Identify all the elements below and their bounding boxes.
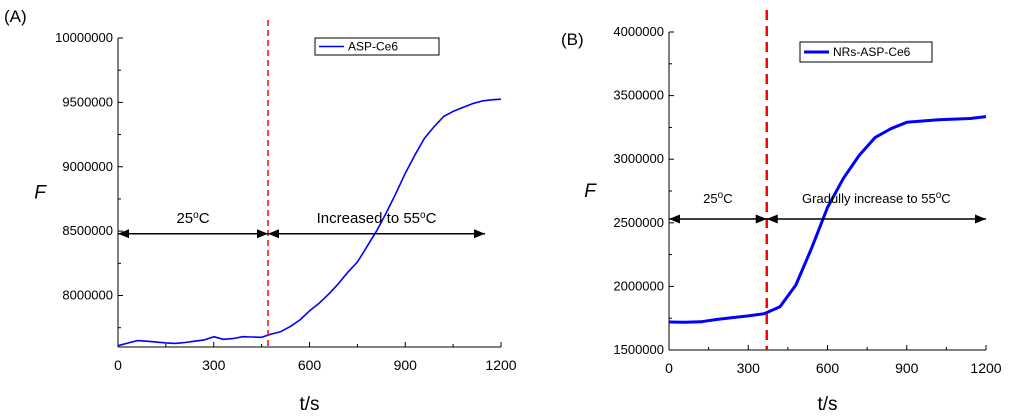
panel-b-x-tick-label: 600 — [816, 360, 840, 376]
panel-b-chart: (B) 0 300 600 900 1200 1500000 2000000 2500000 30… — [561, 10, 1002, 415]
panel-a-x-tick-label: 0 — [114, 357, 122, 373]
panel-b-legend-label: NRs-ASP-Ce6 — [833, 45, 911, 59]
panel-b-x-tick-label: 0 — [665, 360, 673, 376]
panel-b-legend-box — [799, 41, 933, 63]
panel-b-x-axis-title: t/s — [817, 394, 837, 415]
panel-b-y-tick-label: 3500000 — [613, 88, 664, 103]
panel-a-series-line — [117, 98, 502, 347]
panel-b-x-tick-label: 900 — [895, 360, 919, 376]
panel-b-series-line — [668, 115, 987, 324]
panel-a-annotation-text: Increased to 55oC — [317, 210, 437, 228]
panel-a-x-tick-label: 900 — [394, 357, 418, 373]
panel-a-legend-box — [314, 37, 440, 56]
panel-a-y-tick-label: 9500000 — [62, 94, 113, 109]
panel-a-y-tick-label: 8000000 — [62, 288, 113, 303]
panel-b-y-tick-label: 1500000 — [613, 342, 664, 357]
panel-a-annotation-arrowhead — [257, 229, 269, 239]
panel-a-x-tick-label: 1200 — [485, 357, 516, 373]
panel-a-y-tick-label: 8500000 — [62, 223, 113, 238]
panel-a-annotation-arrowhead — [268, 229, 280, 239]
panel-b-annotation-arrowhead — [766, 214, 778, 224]
panel-b-y-tick-label: 2500000 — [613, 215, 664, 230]
panel-a-y-axis-title: F — [34, 183, 47, 204]
panel-a-annotation-text: 25oC — [176, 210, 209, 228]
panel-b-x-tick-label: 1200 — [970, 360, 1001, 376]
panel-a-chart: (A) 0 300 600 900 1200 8000000 8500000 9000000 95… — [4, 7, 517, 415]
panel-a-x-tick-label: 600 — [298, 357, 322, 373]
panel-a-legend-label: ASP-Ce6 — [348, 40, 398, 54]
panel-b-y-tick-label: 3000000 — [613, 151, 664, 166]
panel-b-annotation-arrowhead — [669, 214, 680, 224]
panel-a-y-tick-label: 10000000 — [55, 30, 113, 45]
panel-b-annotation-arrowhead — [975, 214, 986, 224]
panel-a-y-tick-label: 9000000 — [62, 159, 113, 174]
panel-b-annotation-text: Gradully increase to 55oC — [802, 190, 951, 207]
panel-a-label: (A) — [4, 7, 27, 26]
panel-b-y-tick-label: 4000000 — [613, 24, 664, 39]
panel-a-x-axis-title: t/s — [299, 394, 319, 415]
panel-a-annotation-arrowhead — [118, 229, 129, 239]
panel-a-annotation-arrowhead — [474, 229, 486, 239]
panel-b-annotation-arrowhead — [755, 214, 767, 224]
panel-b-x-tick-label: 300 — [737, 360, 761, 376]
panel-b-label: (B) — [561, 30, 584, 49]
panel-b-annotation-text: 25oC — [703, 190, 732, 207]
panel-a-x-tick-label: 300 — [202, 357, 226, 373]
panel-b-y-tick-label: 2000000 — [613, 278, 664, 293]
panel-b-y-axis-title: F — [584, 181, 597, 202]
